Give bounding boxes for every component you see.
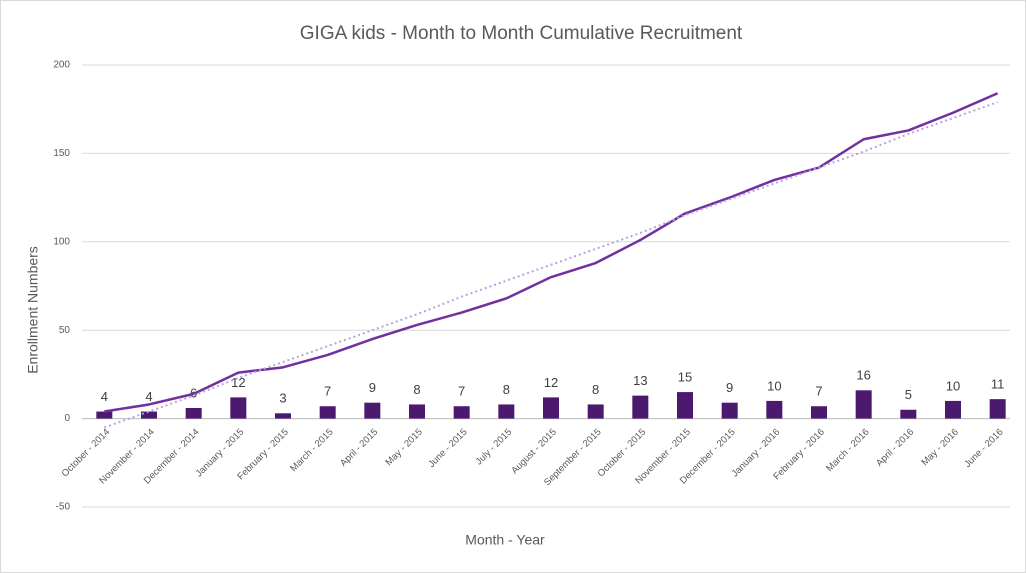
data-label: 3 <box>279 391 286 406</box>
data-label: 8 <box>503 382 510 397</box>
data-label: 7 <box>324 384 331 399</box>
bar <box>230 397 247 419</box>
trend-line <box>103 101 999 429</box>
data-label: 8 <box>592 382 599 397</box>
bar <box>632 395 649 419</box>
bar <box>945 400 961 419</box>
data-label: 11 <box>991 377 1005 392</box>
bar <box>275 413 291 419</box>
bar <box>96 411 113 419</box>
y-axis-label: Enrollment Numbers <box>25 246 41 374</box>
data-label: 9 <box>369 380 376 395</box>
bar <box>811 406 827 419</box>
bar <box>409 404 425 419</box>
data-label: 10 <box>946 378 960 393</box>
bar <box>721 402 738 419</box>
bar <box>453 406 470 419</box>
data-label: 9 <box>726 380 733 395</box>
data-label: 5 <box>905 387 912 402</box>
data-label: 12 <box>544 375 558 390</box>
line <box>104 92 999 413</box>
bar <box>543 397 559 419</box>
bar <box>587 404 604 419</box>
y-tick-label: -50 <box>56 502 71 513</box>
bar <box>364 402 381 419</box>
bar <box>855 390 872 419</box>
bar <box>989 399 1006 419</box>
data-label: 7 <box>815 384 822 399</box>
data-label: 16 <box>856 368 870 383</box>
y-tick-label: 150 <box>53 148 70 159</box>
chart-title: GIGA kids - Month to Month Cumulative Re… <box>300 23 743 44</box>
bar <box>319 406 336 419</box>
data-label: 13 <box>633 373 647 388</box>
bar <box>766 400 783 419</box>
bar <box>498 404 515 419</box>
bar <box>141 411 157 419</box>
y-tick-label: 50 <box>59 325 71 336</box>
data-label: 15 <box>678 370 692 385</box>
data-label: 8 <box>413 382 420 397</box>
data-label: 4 <box>145 389 152 404</box>
y-tick-label: 200 <box>53 60 70 71</box>
data-label: 10 <box>767 378 781 393</box>
bar <box>185 407 202 419</box>
bar <box>900 409 917 419</box>
x-axis-label: Month - Year <box>465 532 545 548</box>
data-label: 12 <box>231 375 245 390</box>
bar <box>677 392 693 419</box>
data-label: 4 <box>101 389 108 404</box>
data-label: 7 <box>458 384 465 399</box>
y-tick-label: 100 <box>53 236 70 247</box>
y-tick-label: 0 <box>64 413 70 424</box>
